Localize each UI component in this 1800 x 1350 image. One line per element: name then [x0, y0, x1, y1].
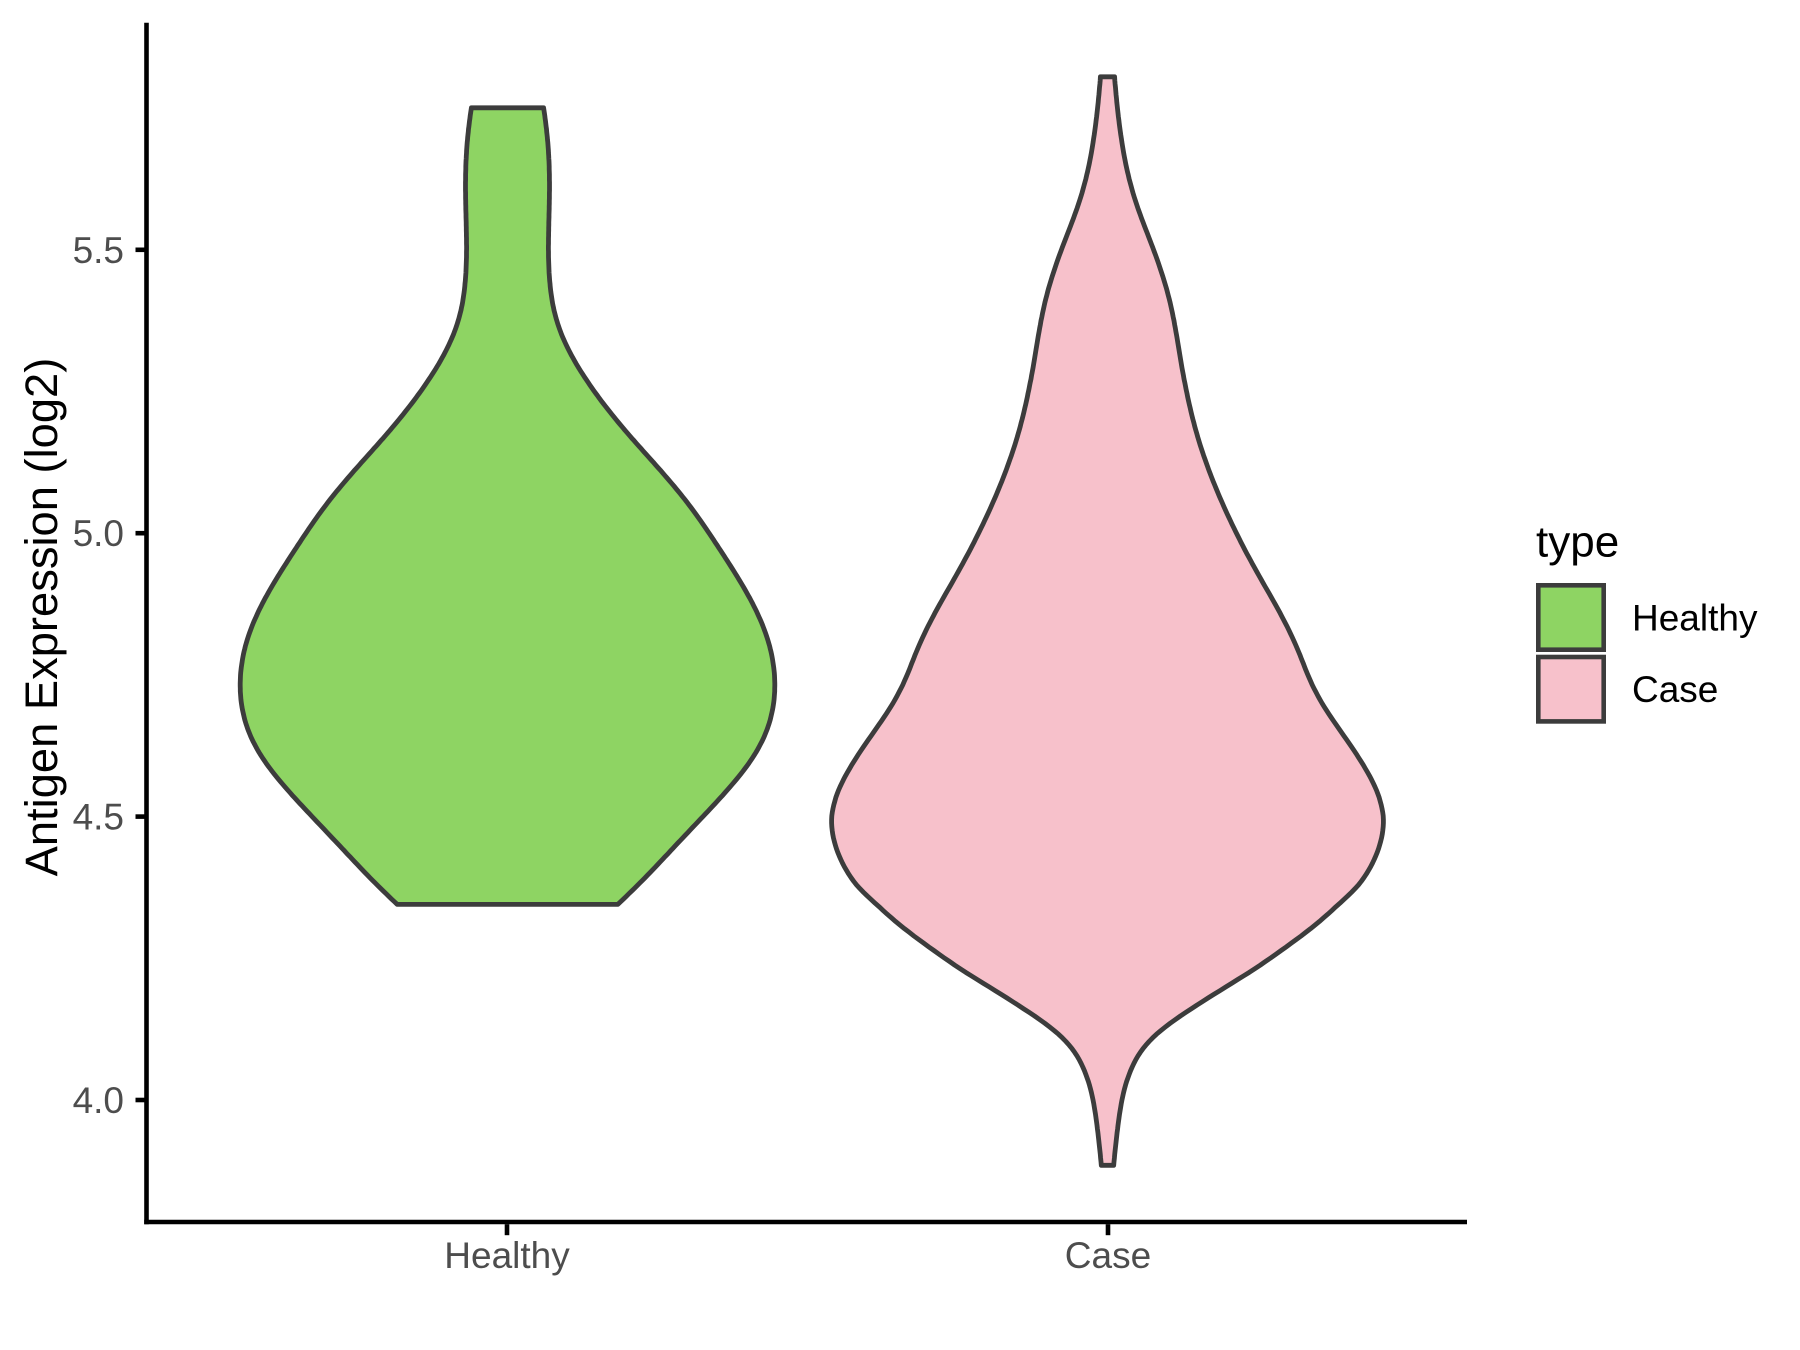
svg-text:Healthy: Healthy	[1632, 598, 1758, 639]
svg-text:Case: Case	[1065, 1235, 1151, 1276]
svg-text:5.0: 5.0	[73, 513, 124, 554]
svg-text:Case: Case	[1632, 669, 1718, 710]
svg-text:Antigen Expression (log2): Antigen Expression (log2)	[16, 358, 67, 877]
svg-text:4.0: 4.0	[73, 1080, 124, 1121]
svg-text:4.5: 4.5	[73, 797, 124, 838]
svg-text:5.5: 5.5	[73, 230, 124, 271]
svg-text:Healthy: Healthy	[444, 1235, 570, 1276]
svg-text:type: type	[1536, 517, 1619, 566]
